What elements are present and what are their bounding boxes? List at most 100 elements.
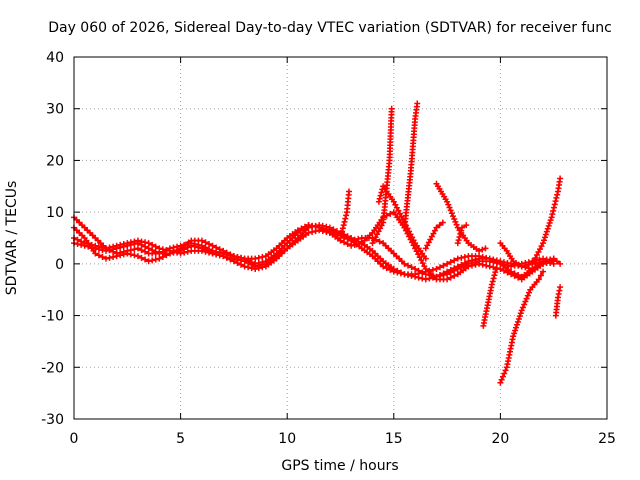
data-point xyxy=(376,238,383,245)
data-point xyxy=(142,239,149,246)
data-point xyxy=(516,313,523,320)
data-point xyxy=(546,220,553,227)
series-spike-5 xyxy=(422,219,446,252)
data-point xyxy=(502,367,509,374)
data-point xyxy=(377,192,384,199)
data-point xyxy=(515,274,522,281)
data-point xyxy=(346,188,353,195)
data-point xyxy=(156,245,163,252)
data-point xyxy=(419,275,426,282)
data-point xyxy=(149,241,156,248)
data-point xyxy=(152,256,159,263)
data-point xyxy=(525,259,532,266)
data-point xyxy=(491,272,498,279)
data-point xyxy=(510,333,517,340)
data-point xyxy=(554,191,561,198)
data-point xyxy=(110,253,117,260)
data-point xyxy=(174,249,181,256)
data-point xyxy=(455,237,462,244)
data-point xyxy=(508,271,515,278)
data-point xyxy=(518,307,525,314)
data-point xyxy=(245,264,252,271)
data-point xyxy=(309,228,316,235)
x-axis-label: GPS time / hours xyxy=(281,458,398,474)
data-point xyxy=(498,376,505,383)
data-point xyxy=(511,272,518,279)
data-point xyxy=(351,241,358,248)
x-tick-label: 5 xyxy=(176,431,185,447)
data-point xyxy=(458,264,465,271)
data-point xyxy=(234,259,241,266)
data-point xyxy=(159,246,166,253)
data-point xyxy=(452,218,459,225)
data-point xyxy=(113,242,120,249)
data-point xyxy=(497,260,504,267)
data-point xyxy=(117,252,124,259)
data-point xyxy=(439,219,446,226)
data-point xyxy=(548,214,555,221)
data-point xyxy=(138,238,145,245)
data-point xyxy=(519,304,526,311)
data-point xyxy=(163,252,170,259)
y-tick-label: 0 xyxy=(55,257,64,273)
data-point xyxy=(355,241,362,248)
data-point xyxy=(401,260,408,267)
data-point xyxy=(465,260,472,267)
data-point xyxy=(213,251,220,258)
data-point xyxy=(341,218,348,225)
data-point xyxy=(514,318,521,325)
data-point xyxy=(106,254,113,261)
data-point xyxy=(159,253,166,260)
data-point xyxy=(451,267,458,274)
y-tick-label: -30 xyxy=(41,412,64,428)
data-point xyxy=(113,253,120,260)
data-point xyxy=(499,373,506,380)
data-point xyxy=(454,266,461,273)
data-point xyxy=(550,207,557,214)
data-point xyxy=(537,272,544,279)
data-point xyxy=(376,195,383,202)
data-point xyxy=(517,310,524,317)
y-tick-label: 20 xyxy=(46,153,64,169)
data-point xyxy=(553,194,560,201)
series-spike-2 xyxy=(369,105,395,247)
data-point xyxy=(156,255,163,262)
plot-area xyxy=(71,100,564,386)
data-point xyxy=(549,211,556,218)
data-point xyxy=(553,258,560,265)
data-point xyxy=(134,253,141,260)
data-point xyxy=(131,238,138,245)
data-point xyxy=(337,235,344,241)
data-point xyxy=(526,289,533,296)
data-point xyxy=(458,227,465,234)
data-point xyxy=(344,241,351,248)
data-point xyxy=(504,269,511,276)
data-point xyxy=(445,201,452,208)
data-point xyxy=(319,228,326,235)
data-point xyxy=(415,267,422,274)
data-point xyxy=(550,204,557,211)
chart-title: Day 060 of 2026, Sidereal Day-to-day VTE… xyxy=(48,20,612,36)
data-point xyxy=(540,237,547,244)
data-point xyxy=(117,241,124,248)
data-point xyxy=(529,266,536,273)
data-point xyxy=(339,225,346,232)
data-point xyxy=(444,198,451,205)
x-tick-label: 10 xyxy=(278,431,296,447)
data-point xyxy=(557,260,564,267)
data-point xyxy=(340,222,347,229)
data-point xyxy=(493,266,500,273)
series-drop-3 xyxy=(552,284,564,319)
y-tick-label: 40 xyxy=(46,50,64,66)
data-point xyxy=(152,243,159,250)
data-point xyxy=(312,228,319,235)
data-point xyxy=(202,248,209,255)
data-point xyxy=(248,265,255,272)
data-point xyxy=(419,269,426,276)
data-point xyxy=(138,247,145,254)
data-point xyxy=(177,250,184,257)
data-point xyxy=(540,240,547,247)
data-point xyxy=(223,254,230,261)
data-point xyxy=(440,272,447,279)
